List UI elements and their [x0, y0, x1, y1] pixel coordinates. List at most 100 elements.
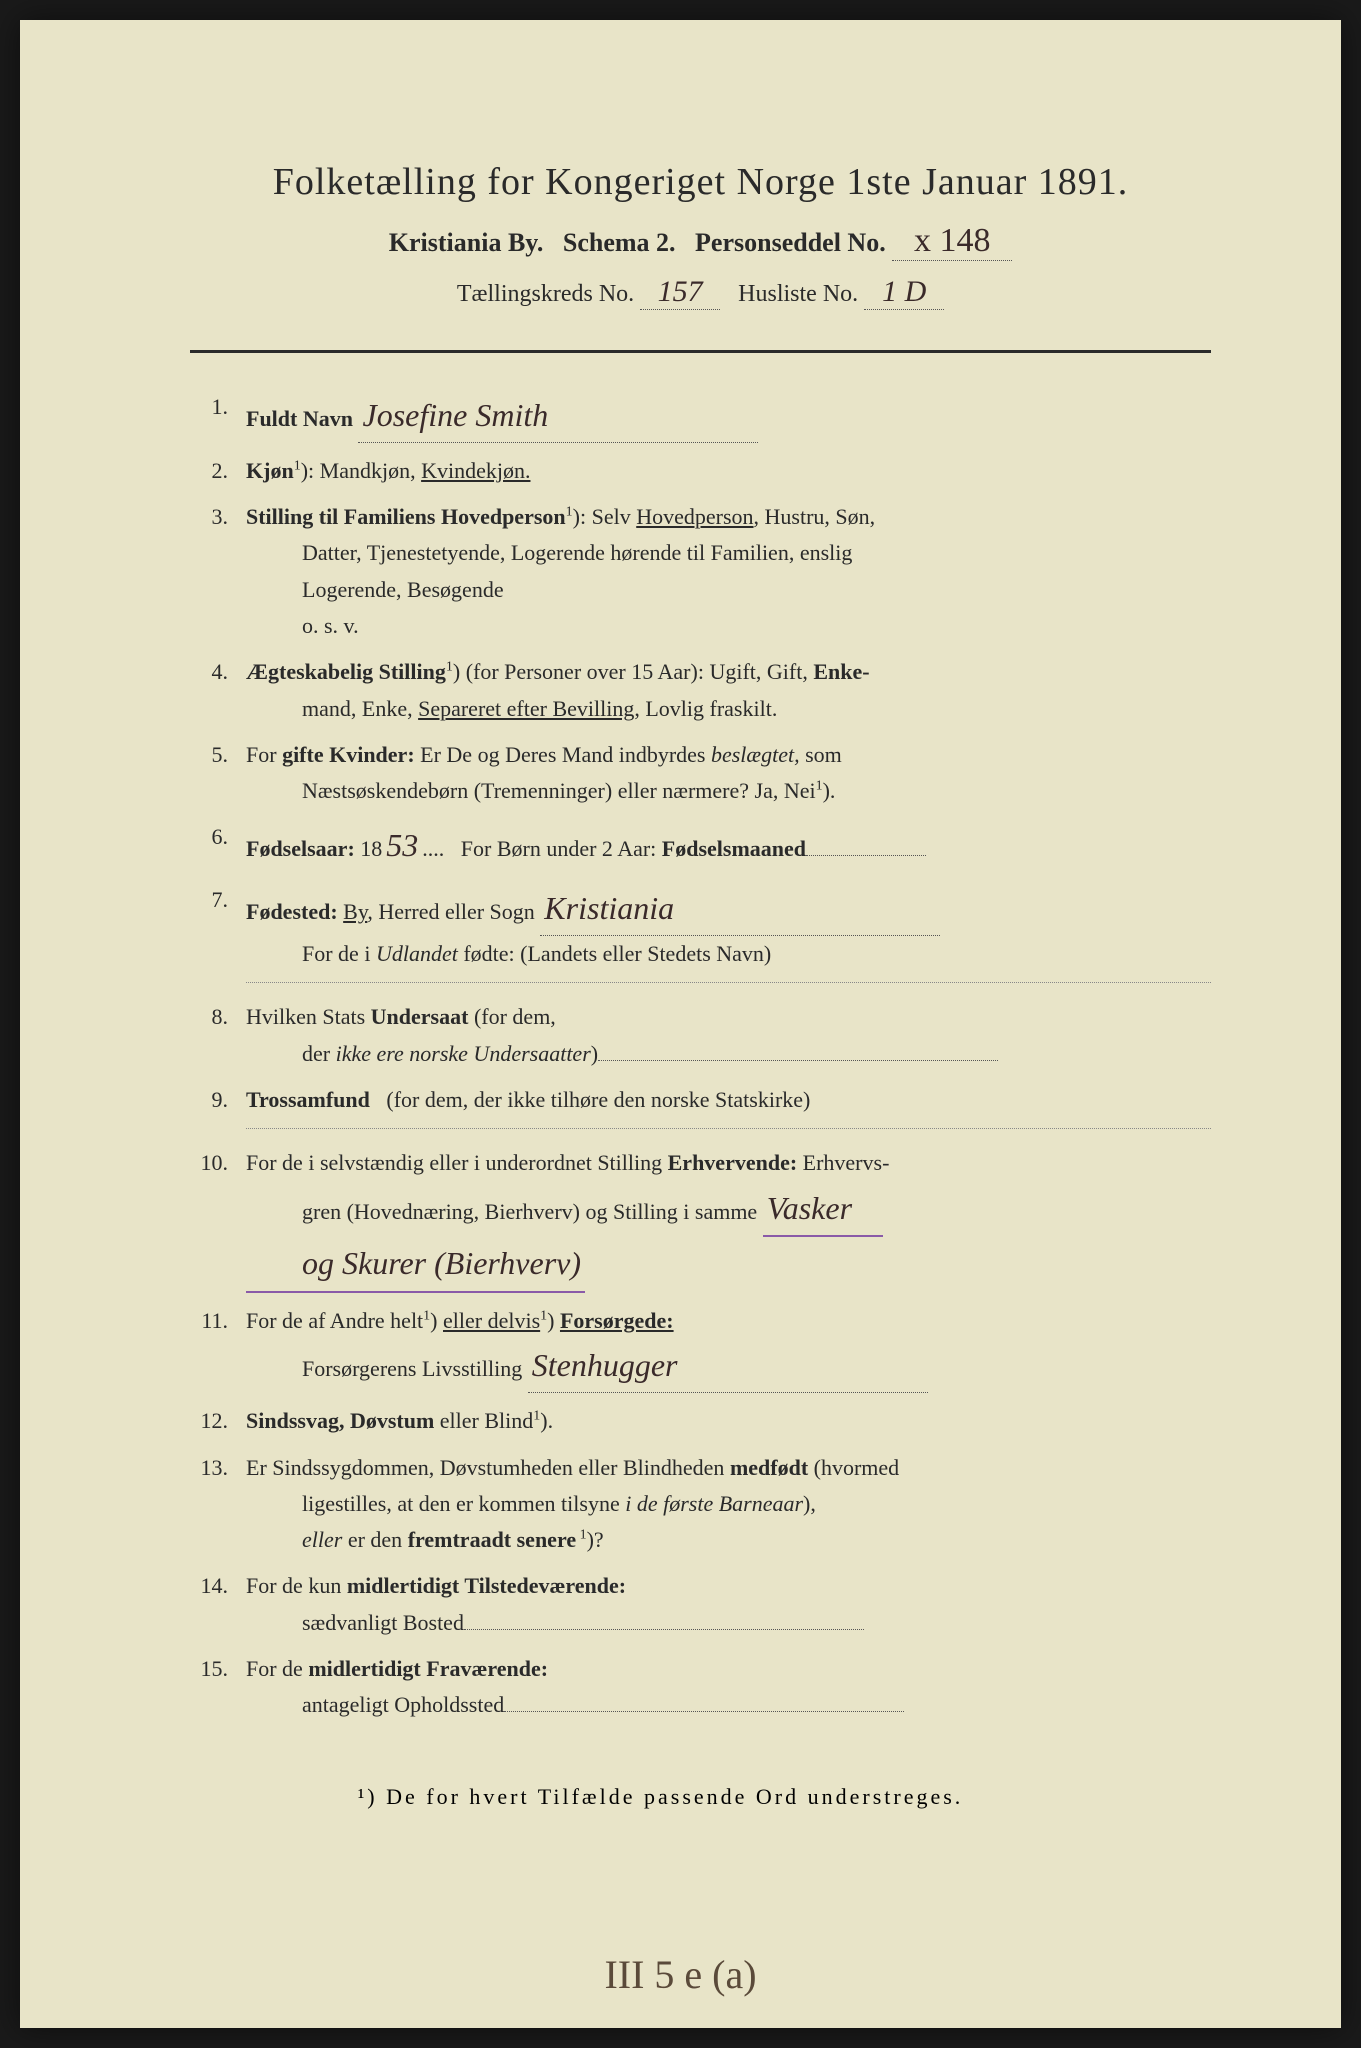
row-content: For de kun midlertidigt Tilstedeværende:… [246, 1568, 1211, 1641]
text: (hvormed [808, 1455, 899, 1480]
row-9: 9. Trossamfund (for dem, der ikke tilhør… [190, 1082, 1211, 1118]
row-content: Fødselsaar: 1853.... For Børn under 2 Aa… [246, 819, 1211, 872]
row-content: Trossamfund (for dem, der ikke tilhøre d… [246, 1082, 1211, 1118]
kreds-no-value: 157 [640, 275, 720, 310]
row-num: 12. [190, 1403, 246, 1439]
footnote-ref: 1 [446, 660, 453, 675]
row-num: 8. [190, 999, 246, 1072]
occupation-value2: og Skurer (Bierhverv) [246, 1237, 585, 1293]
third-line: Tællingskreds No. 157 Husliste No. 1 D [190, 275, 1211, 310]
option-by-selected: By [343, 899, 367, 924]
text: som [800, 742, 842, 767]
label: Kjøn [246, 458, 294, 483]
text: ligestilles, at den er kommen tilsyne [246, 1491, 625, 1516]
text-underlined: eller delvis [443, 1308, 540, 1333]
label: midlertidigt Fraværende: [308, 1656, 548, 1681]
footnote-ref: 1 [294, 458, 301, 473]
row-num: 3. [190, 499, 246, 644]
main-title: Folketælling for Kongeriget Norge 1ste J… [190, 160, 1211, 204]
row-11: 11. For de af Andre helt1) eller delvis1… [190, 1303, 1211, 1393]
row-14: 14. For de kun midlertidigt Tilstedevære… [190, 1568, 1211, 1641]
option-mand: Mandkjøn, [320, 458, 416, 483]
row-num: 7. [190, 882, 246, 972]
text: der [246, 1041, 336, 1066]
text: For de [246, 1656, 308, 1681]
row-content: Hvilken Stats Undersaat (for dem, der ik… [246, 999, 1211, 1072]
italic-text: ikke ere norske Undersaatter [336, 1041, 591, 1066]
person-label: Personseddel No. [695, 228, 886, 257]
option-selected: Hovedperson [636, 504, 753, 529]
row-content: Sindssvag, Døvstum eller Blind1). [246, 1403, 1211, 1439]
label: midlertidigt Tilstedeværende: [347, 1573, 626, 1598]
row-content: For de midlertidigt Fraværende: antageli… [246, 1651, 1211, 1724]
text: eller Blind [434, 1408, 533, 1433]
text: Forsørgerens Livsstilling [246, 1356, 522, 1381]
text: For de i [246, 941, 376, 966]
label: gifte Kvinder: [282, 742, 415, 767]
census-form-page: Folketælling for Kongeriget Norge 1ste J… [20, 20, 1341, 2028]
husliste-label: Husliste No. [738, 281, 858, 307]
name-value: Josefine Smith [358, 389, 758, 443]
row-num: 14. [190, 1568, 246, 1641]
italic-text: Udlandet [376, 941, 458, 966]
husliste-no-value: 1 D [864, 275, 944, 310]
label: Fødested: [246, 899, 338, 924]
text: For de af Andre helt [246, 1308, 423, 1333]
row-num: 15. [190, 1651, 246, 1724]
label: Undersaat [371, 1004, 469, 1029]
text: For [246, 742, 282, 767]
row-10: 10. For de i selvstændig eller i underor… [190, 1145, 1211, 1293]
text: fødte: (Landets eller Stedets Navn) [458, 941, 771, 966]
text: antageligt Opholdssted [246, 1692, 504, 1717]
label: Trossamfund [246, 1087, 370, 1112]
row-13: 13. Er Sindssygdommen, Døvstumheden elle… [190, 1450, 1211, 1559]
row-1: 1. Fuldt Navn Josefine Smith [190, 389, 1211, 443]
row-content: Kjøn1): Mandkjøn, Kvindekjøn. [246, 453, 1211, 489]
header-block: Folketælling for Kongeriget Norge 1ste J… [190, 160, 1211, 310]
row-5: 5. For gifte Kvinder: Er De og Deres Man… [190, 737, 1211, 810]
subtitle-line: Kristiania By. Schema 2. Personseddel No… [190, 222, 1211, 261]
text: Logerende, Besøgende [246, 577, 504, 602]
row-2: 2. Kjøn1): Mandkjøn, Kvindekjøn. [190, 453, 1211, 489]
footnote: ¹) De for hvert Tilfælde passende Ord un… [190, 1784, 1211, 1810]
row-content: For de i selvstændig eller i underordnet… [246, 1145, 1211, 1293]
row-15: 15. For de midlertidigt Fraværende: anta… [190, 1651, 1211, 1724]
blank-field [504, 1711, 904, 1712]
footnote-ref: 1 [540, 1309, 547, 1324]
year-prefix: 18 [360, 836, 382, 861]
option-kvinde-selected: Kvindekjøn. [421, 458, 530, 483]
text: For Børn under 2 Aar: [461, 836, 657, 861]
person-no-value: x 148 [892, 222, 1012, 261]
text: Er De og Deres Mand indbyrdes [420, 742, 711, 767]
header-divider [190, 350, 1211, 353]
label: Ægteskabelig Stilling [246, 659, 446, 684]
row-3: 3. Stilling til Familiens Hovedperson1):… [190, 499, 1211, 644]
row-num: 13. [190, 1450, 246, 1559]
row-num: 2. [190, 453, 246, 489]
label: Fuldt Navn [246, 406, 353, 431]
label: Erhvervende: [668, 1150, 798, 1175]
text: Næstsøskendebørn (Tremenninger) eller næ… [246, 778, 816, 803]
text: sædvanligt Bosted [246, 1610, 464, 1635]
row-content: Stilling til Familiens Hovedperson1): Se… [246, 499, 1211, 644]
label2: Fødselsmaaned [662, 836, 806, 861]
row-num: 6. [190, 819, 246, 872]
blank-field [806, 855, 926, 856]
label: Stilling til Familiens Hovedperson [246, 504, 566, 529]
bold-text: fremtraadt senere [408, 1527, 576, 1552]
section-dotted-line [246, 982, 1211, 983]
text: For de i selvstændig eller i underordnet… [246, 1150, 668, 1175]
text: Er Sindssygdommen, Døvstumheden eller Bl… [246, 1455, 730, 1480]
text: er den [342, 1527, 407, 1552]
text: Hvilken Stats [246, 1004, 371, 1029]
row-num: 11. [190, 1303, 246, 1393]
form-body: 1. Fuldt Navn Josefine Smith 2. Kjøn1): … [190, 389, 1211, 1724]
options: Ugift, Gift, [709, 659, 813, 684]
text: , Herred eller Sogn [367, 899, 534, 924]
italic-text: eller [246, 1527, 342, 1552]
row-content: Fødested: By, Herred eller Sogn Kristian… [246, 882, 1211, 972]
row-num: 5. [190, 737, 246, 810]
row-content: Ægteskabelig Stilling1) (for Personer ov… [246, 654, 1211, 727]
row-content: Er Sindssygdommen, Døvstumheden eller Bl… [246, 1450, 1211, 1559]
text: Erhvervs- [797, 1150, 889, 1175]
